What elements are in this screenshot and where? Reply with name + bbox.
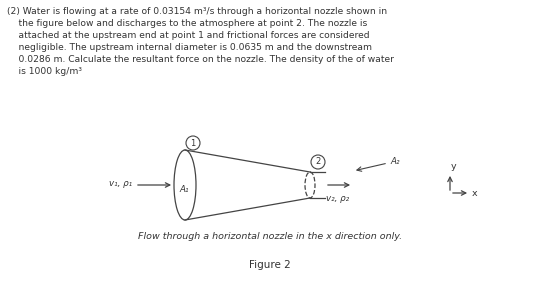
Text: A₁: A₁ (179, 186, 189, 194)
Text: 1: 1 (190, 139, 196, 147)
Text: v₁, ρ₁: v₁, ρ₁ (109, 179, 132, 189)
Text: (2) Water is flowing at a rate of 0.03154 m³/s through a horizontal nozzle shown: (2) Water is flowing at a rate of 0.0315… (7, 7, 394, 76)
Text: 2: 2 (315, 157, 321, 166)
Text: x: x (472, 189, 478, 199)
Text: y: y (451, 162, 456, 171)
Text: A₂: A₂ (390, 157, 400, 166)
Text: v₂, ρ₂: v₂, ρ₂ (326, 194, 349, 203)
Text: Figure 2: Figure 2 (249, 260, 291, 270)
Text: Flow through a horizontal nozzle in the x direction only.: Flow through a horizontal nozzle in the … (138, 232, 402, 241)
